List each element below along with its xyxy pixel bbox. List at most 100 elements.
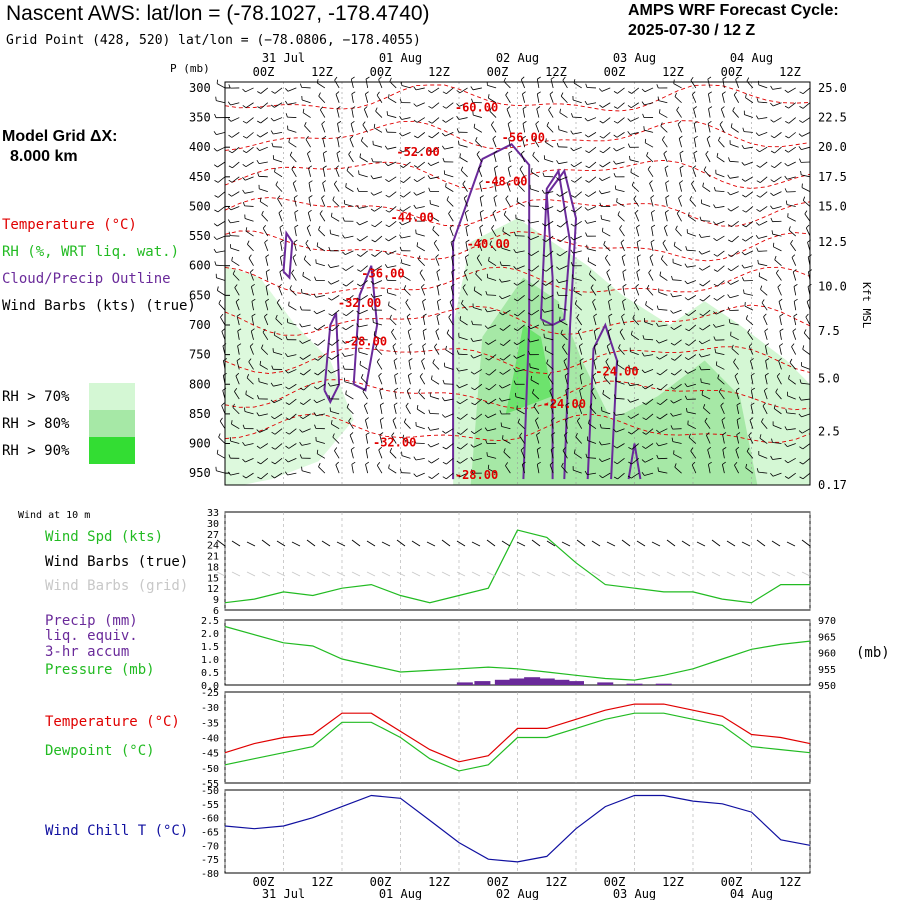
wind-barb (328, 309, 340, 317)
isotherm-label: -32.00 (373, 435, 416, 449)
wind-barb-flag (327, 369, 332, 374)
wind-barb-staff (219, 420, 226, 429)
wind-barb-flag (270, 117, 274, 122)
wind-barb-staff (289, 428, 297, 435)
wind-barb (545, 138, 554, 148)
wind-barb (459, 153, 468, 163)
wind-barb-staff (262, 331, 269, 341)
wind-barb (335, 91, 340, 103)
wind-barb-flag (342, 298, 347, 302)
wind-barb-staff (408, 345, 411, 355)
precip-panel-tick-label: 0.5 (201, 668, 219, 679)
wind-barb-flag (365, 417, 369, 421)
wind-barb (415, 421, 425, 430)
wind-barb (219, 417, 226, 429)
wind-barb-flag (513, 342, 518, 346)
wind-barb (300, 383, 311, 391)
wind-barb-flag (349, 135, 354, 140)
wind-barb (244, 407, 254, 415)
wind-barb (542, 250, 554, 258)
wind-barb (373, 123, 383, 133)
wind-barb-flag (403, 285, 407, 290)
wind-barb (342, 339, 354, 344)
wind-barb (408, 358, 413, 370)
wind-barb-flag (227, 101, 231, 106)
precip-panel-tick-label: 2.0 (201, 629, 219, 640)
wind-barb-staff (363, 109, 369, 118)
wind-barb (486, 452, 497, 459)
wind-barb-flag (461, 299, 464, 304)
wind-barb (348, 417, 354, 429)
wind-barb-flag (456, 401, 461, 405)
wind-barb (308, 180, 313, 192)
wind-barb-flag (359, 360, 361, 365)
pressure-tick-label: 600 (189, 259, 211, 273)
wind-barb-staff (546, 125, 554, 133)
wind-barb-flag (473, 286, 476, 291)
wind-barb-staff (416, 191, 425, 196)
wind-barb-staff (544, 191, 554, 194)
wind-barb-flag (614, 185, 617, 190)
wind-barb-flag (503, 448, 506, 453)
wind-barb (292, 254, 297, 266)
wind-barb-staff (244, 443, 254, 446)
wind-barb (428, 187, 440, 193)
wind-barb-staff (330, 369, 340, 374)
wind-barb (392, 343, 397, 355)
wind-barb (342, 250, 354, 255)
wind-barb (527, 338, 540, 343)
wind-barb-staff (349, 435, 354, 444)
wind-barb (242, 424, 254, 430)
wind-barb (285, 100, 297, 105)
wind-barb-flag (399, 246, 402, 251)
wind-barb (544, 346, 554, 355)
wind-barb-staff (531, 309, 540, 316)
wind-barb-flag (351, 461, 356, 465)
legend-temperature: Temperature (°C) (2, 217, 137, 233)
wind-barb (285, 369, 297, 374)
wind-barb (472, 111, 482, 118)
wind-barb-staff (419, 272, 426, 281)
wind-barb (535, 121, 540, 133)
wind-barb-flag (557, 303, 560, 309)
wind-barb-staff (237, 345, 240, 355)
wind-barb-flag (470, 469, 474, 474)
wind-barb-staff (287, 129, 297, 133)
wind-barb-flag (308, 180, 313, 184)
wind-barb (248, 358, 254, 370)
wind-barb (350, 120, 355, 133)
wind-barb (471, 383, 483, 391)
wind-barb (299, 369, 311, 376)
wind-barb (288, 138, 297, 148)
wind-barb-staff (316, 245, 326, 252)
wind-barb (493, 195, 498, 207)
pressure-tick-label: 900 (189, 437, 211, 451)
wind-barb-flag (478, 165, 482, 169)
wind-barb-flag (242, 105, 247, 109)
wind-barb (520, 76, 526, 89)
wind-barb (491, 224, 497, 237)
wind-barb-staff (218, 303, 226, 311)
wind-barb-staff (559, 265, 568, 270)
wind-barb-staff (492, 212, 497, 222)
bottom-hour-label: 12Z (545, 875, 567, 889)
wind-barb (562, 76, 568, 89)
wind-barb-flag (489, 107, 492, 112)
wind-panel-tick-label: 27 (207, 530, 219, 541)
cloud-precip-outline (352, 265, 379, 392)
wind-barb-staff (363, 405, 369, 415)
wind-barb (515, 392, 525, 400)
wind-barb (492, 135, 497, 148)
wind-barb-staff (316, 398, 326, 404)
wind-barb-staff (488, 369, 497, 376)
wind-barb (379, 432, 384, 444)
wind-barb (520, 447, 526, 459)
wind-barb-flag (279, 269, 284, 273)
wind-barb (456, 367, 468, 372)
wind-barb (479, 195, 484, 207)
wind-barb (533, 402, 540, 415)
wind-barb-flag (505, 195, 509, 199)
wind-barb (503, 77, 511, 89)
wind-barb (328, 339, 340, 346)
wind-barb-staff (446, 87, 454, 95)
